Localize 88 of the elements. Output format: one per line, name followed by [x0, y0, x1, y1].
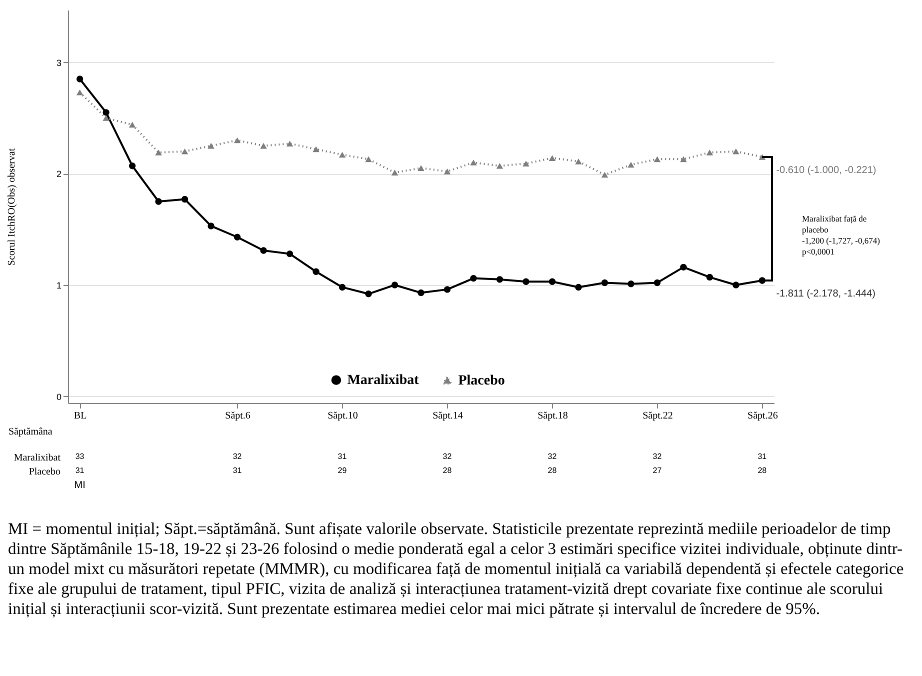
point	[496, 162, 504, 169]
text: Maralixibat față de placebo -1,200 (-1,727, -0,674) p<0,0001	[802, 214, 880, 257]
point	[338, 152, 346, 158]
text: 28	[548, 466, 558, 475]
legend-label: Placebo	[458, 373, 505, 388]
text: 32	[652, 452, 662, 461]
text: MI = momentul inițial; Săpt.=săptămână. Sunt afișate valorile observate. Statisticile prezentate reprezintă mediile perioadelor de timp dintre Săptămânile 15-18, 19-22 și 23-26 folosind o medie ponderată egal a celor 3 estimări specifice vizitei individuale, obținute dintr-un model mixt cu măsurători repetate (MMMR), cu modificarea față de momentul inițială ca variabilă dependentă și efectele categorice fixe ale grupului de tratament, tipul PFIC, vizita de analiză și interacțiunea tratament-vizită drept covariate fixe continue ale scorului inițial și interacțiunii scor-vizită. Sunt prezentate estimarea mediei celor mai mici pătrate și intervalul de încredere de 95%.	[8, 519, 905, 619]
point	[208, 222, 214, 230]
text: 32	[548, 452, 558, 461]
point	[654, 156, 661, 162]
text: 28	[758, 466, 768, 475]
point	[312, 146, 320, 152]
point	[575, 158, 582, 164]
x-tick-label: Săpt.18	[538, 410, 568, 422]
point	[418, 165, 424, 171]
x-tick-label: Săpt.10	[328, 410, 358, 422]
y-tick-label: 2	[56, 169, 62, 180]
text: 33	[75, 452, 85, 461]
point	[365, 290, 372, 298]
x-tick-label: Săpt.26	[748, 410, 778, 422]
text: 29	[338, 466, 348, 475]
text: MI	[74, 480, 86, 491]
point	[706, 150, 714, 156]
point	[181, 196, 188, 203]
point	[391, 170, 398, 176]
point	[444, 286, 451, 293]
x-tick-label: Săpt.14	[432, 410, 463, 422]
point	[155, 150, 162, 156]
point	[391, 282, 398, 288]
point	[102, 109, 110, 116]
y-axis-title: Scorul ItchRO(Obs) observat	[6, 148, 18, 266]
point	[470, 160, 477, 166]
point	[680, 264, 687, 271]
y-tick-label: 1	[56, 280, 62, 290]
point	[575, 284, 582, 291]
point	[522, 160, 530, 167]
text: Placebo	[28, 466, 60, 478]
point	[654, 279, 661, 286]
text: 32	[442, 452, 452, 461]
point	[312, 268, 320, 275]
point	[128, 122, 136, 128]
text: 32	[232, 452, 242, 461]
point	[234, 234, 241, 240]
text: 27	[652, 466, 662, 475]
point	[680, 156, 687, 162]
text: 31	[338, 452, 348, 461]
point	[444, 168, 451, 174]
point	[234, 137, 241, 144]
text: -0.610 (-1.000, -0.221)	[776, 164, 876, 176]
x-tick-label: BL	[74, 410, 87, 422]
point	[76, 89, 84, 96]
text: 28	[442, 466, 452, 475]
x-axis-title: Săptămâna	[8, 426, 53, 438]
point	[128, 162, 136, 170]
y-tick-label: 0	[56, 392, 62, 402]
point	[365, 156, 372, 162]
x-tick-label: Săpt.22	[642, 410, 673, 422]
point	[76, 76, 84, 82]
point	[628, 280, 634, 288]
point	[732, 282, 740, 288]
legend-label: Maralixibat	[347, 373, 420, 388]
point	[260, 247, 267, 254]
point	[522, 278, 530, 285]
point	[338, 284, 346, 291]
point	[181, 148, 188, 154]
point	[628, 162, 634, 168]
point	[496, 276, 504, 283]
text: -1.811 (-2.178, -1.444)	[776, 288, 876, 300]
text: Maralixibat	[14, 452, 61, 464]
text: 31	[758, 452, 768, 461]
point	[286, 140, 294, 147]
text: 31	[75, 466, 85, 475]
point	[706, 274, 714, 281]
point	[470, 274, 477, 282]
point	[601, 279, 608, 286]
point	[286, 250, 294, 258]
point	[548, 155, 556, 161]
point	[155, 198, 162, 205]
point	[208, 142, 214, 149]
y-tick-label: 3	[56, 58, 62, 68]
point	[548, 278, 556, 285]
point	[601, 172, 608, 178]
point	[102, 115, 110, 121]
point	[260, 142, 267, 149]
point	[418, 289, 424, 296]
x-tick-label: Săpt.6	[225, 410, 250, 422]
text: 31	[232, 466, 242, 475]
point	[732, 148, 740, 154]
